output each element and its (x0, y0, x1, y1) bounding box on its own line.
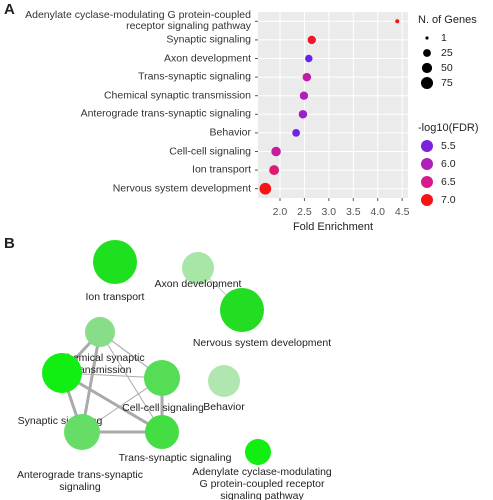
x-axis-title: Fold Enrichment (293, 221, 373, 233)
panel-label: A (4, 1, 15, 18)
dot (298, 110, 308, 119)
legend-dot (421, 140, 433, 152)
plot-background (258, 12, 408, 198)
y-tick-label: Nervous system development (112, 182, 251, 195)
legend-title: -log10(FDR) (418, 122, 479, 134)
node-label: Chemical synaptic (59, 352, 144, 364)
legend-dot (421, 194, 433, 206)
node-label: signaling pathway (220, 490, 304, 500)
legend-label: 6.5 (441, 176, 456, 188)
panel-label: B (4, 235, 15, 252)
dot (302, 72, 312, 82)
dot (271, 146, 281, 157)
y-tick-label: Ion transport (192, 163, 251, 176)
network-node (93, 240, 137, 284)
legend-dot (421, 62, 433, 74)
dot (269, 165, 280, 176)
y-tick-label: Synaptic signaling (166, 33, 251, 46)
y-tick-label: Chemical synaptic transmission (103, 89, 251, 102)
x-tick-label: 4.5 (395, 206, 410, 218)
y-tick-label: Behavior (209, 126, 251, 139)
y-tick-label: Trans-synaptic signaling (138, 70, 251, 83)
y-tick-label: Adenylate cyclase-modulating G protein-c… (25, 9, 251, 33)
legend-label: 25 (441, 47, 453, 59)
network-node (42, 353, 82, 393)
node-label: G protein-coupled receptor (200, 478, 325, 490)
network-node (182, 252, 214, 284)
dot (292, 129, 300, 137)
network-node (220, 288, 264, 332)
legend-label: 1 (441, 32, 447, 44)
network-node (144, 360, 180, 396)
network-node (145, 415, 179, 449)
network-node (208, 365, 240, 397)
node-label: Cell-cell signaling (122, 402, 204, 414)
legend-dot (420, 76, 434, 90)
network-edge (99, 331, 163, 433)
dot (299, 91, 309, 100)
dot (259, 182, 272, 195)
node-label: Trans-synaptic signaling (119, 452, 232, 464)
legend-label: 6.0 (441, 158, 456, 170)
x-tick-label: 3.5 (346, 206, 361, 218)
node-label: signaling (59, 481, 101, 493)
network-node (85, 317, 115, 347)
x-tick-label: 4.0 (370, 206, 385, 218)
legend-label: 5.5 (441, 140, 456, 152)
dot (305, 54, 313, 63)
network-node (64, 414, 100, 450)
dot (307, 35, 316, 45)
node-label: Ion transport (86, 291, 145, 303)
network-node (245, 439, 271, 465)
legend-dot (421, 158, 433, 170)
legend-dot (425, 36, 429, 40)
legend-dot (421, 176, 433, 188)
node-label: Anterograde trans-synaptic (17, 469, 143, 481)
legend-label: 7.0 (441, 194, 456, 206)
x-tick-label: 2.5 (297, 206, 312, 218)
x-tick-label: 2.0 (273, 206, 288, 218)
legend-label: 50 (441, 62, 453, 74)
node-label: transmission (73, 364, 132, 376)
x-tick-label: 3.0 (322, 206, 337, 218)
legend-title: N. of Genes (418, 14, 477, 26)
y-tick-label: Axon development (164, 52, 251, 64)
legend-label: 75 (441, 77, 453, 89)
y-tick-label: Anterograde trans-synaptic signaling (80, 107, 251, 120)
node-label: Behavior (203, 401, 245, 413)
node-label: Axon development (155, 278, 242, 290)
legend-dot (423, 49, 431, 57)
y-tick-label: Cell-cell signaling (169, 145, 251, 157)
dot (395, 19, 400, 24)
node-label: Nervous system development (193, 337, 331, 349)
node-label: Adenylate cyclase-modulating (192, 466, 332, 478)
